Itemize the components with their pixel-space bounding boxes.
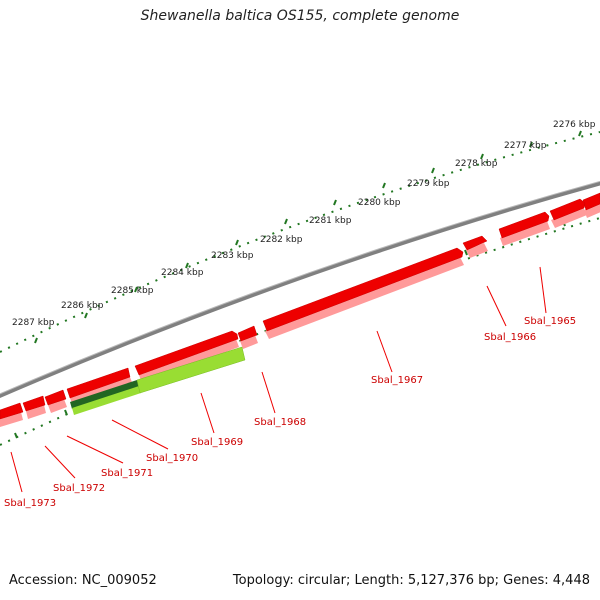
kbp-label: 2280 kbp — [358, 198, 401, 208]
gene-label: Sbal_1968 — [254, 417, 306, 428]
gene-feature — [582, 192, 600, 211]
accession-text: Accession: NC_009052 — [9, 573, 157, 588]
gene-feature — [549, 198, 586, 221]
gene-feature — [134, 330, 239, 376]
gene-label: Sbal_1965 — [524, 316, 576, 327]
gene-feature — [237, 325, 258, 342]
gene-label: Sbal_1972 — [53, 483, 105, 494]
gene-feature — [262, 247, 464, 332]
topology-text: Topology: circular; Length: 5,127,376 bp… — [232, 573, 590, 588]
gene-feature — [498, 211, 550, 239]
kbp-label: 2281 kbp — [309, 216, 352, 226]
ruler-labels: 2276 kbp 2277 kbp 2278 kbp 2279 kbp 2280… — [12, 120, 596, 328]
gene-label: Sbal_1967 — [371, 375, 423, 386]
gene-label: Sbal_1969 — [191, 437, 243, 448]
kbp-label: 2284 kbp — [161, 268, 204, 278]
kbp-label: 2282 kbp — [260, 235, 303, 245]
kbp-label: 2283 kbp — [211, 251, 254, 261]
label-leaders — [10, 266, 547, 493]
gene-label: Sbal_1966 — [484, 332, 536, 343]
gene-feature — [0, 402, 24, 420]
map-title: Shewanella baltica OS155, complete genom… — [140, 8, 460, 24]
gene-labels: Sbal_1965 Sbal_1966 Sbal_1967 Sbal_1968 … — [4, 316, 576, 509]
rna-feature — [70, 380, 139, 409]
kbp-label: 2287 kbp — [12, 318, 55, 328]
gene-label: Sbal_1970 — [146, 453, 198, 464]
kbp-label: 2279 kbp — [407, 179, 450, 189]
gene-feature — [44, 389, 67, 406]
kbp-label: 2278 kbp — [455, 159, 498, 169]
genome-backbone — [0, 181, 600, 399]
kbp-label: 2277 kbp — [504, 141, 547, 151]
kbp-label: 2286 kbp — [61, 301, 104, 311]
backbone-highlight — [0, 180, 600, 395]
gene-features — [0, 192, 600, 427]
gene-label: Sbal_1971 — [101, 468, 153, 479]
gene-feature — [66, 367, 131, 399]
kbp-label: 2285 kbp — [111, 286, 154, 296]
gene-feature — [22, 395, 46, 412]
kbp-label: 2276 kbp — [553, 120, 596, 130]
gene-feature — [462, 235, 488, 251]
rna-feature — [136, 346, 246, 394]
rna-feature — [72, 386, 141, 415]
outer-ruler-ticks — [34, 130, 582, 344]
gene-label: Sbal_1973 — [4, 498, 56, 509]
